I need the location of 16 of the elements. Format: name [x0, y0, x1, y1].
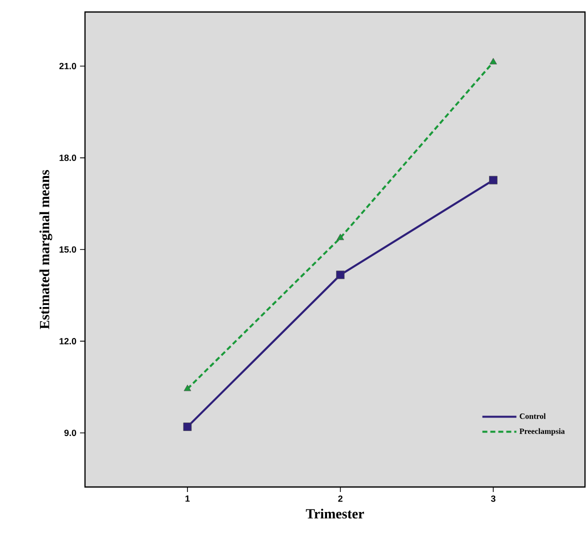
x-tick-label: 3	[490, 495, 496, 502]
y-tick-label: 21.0	[59, 62, 76, 70]
x-tick-label: 2	[338, 495, 342, 502]
point	[183, 422, 192, 431]
y-tick-label: 9.0	[64, 430, 76, 436]
x-tick-label: 1	[186, 496, 190, 502]
y-tick-label: 15.0	[60, 246, 76, 253]
point	[336, 234, 344, 240]
y-tick-label: 12.0	[60, 338, 76, 344]
point	[184, 384, 192, 392]
y-tick-label: 18.0	[60, 154, 76, 161]
point	[490, 58, 497, 64]
x-axis-title: Trimester	[306, 508, 364, 519]
y-axis-title: Estimated marginal means	[39, 170, 52, 330]
point	[489, 176, 498, 184]
point	[336, 270, 345, 280]
